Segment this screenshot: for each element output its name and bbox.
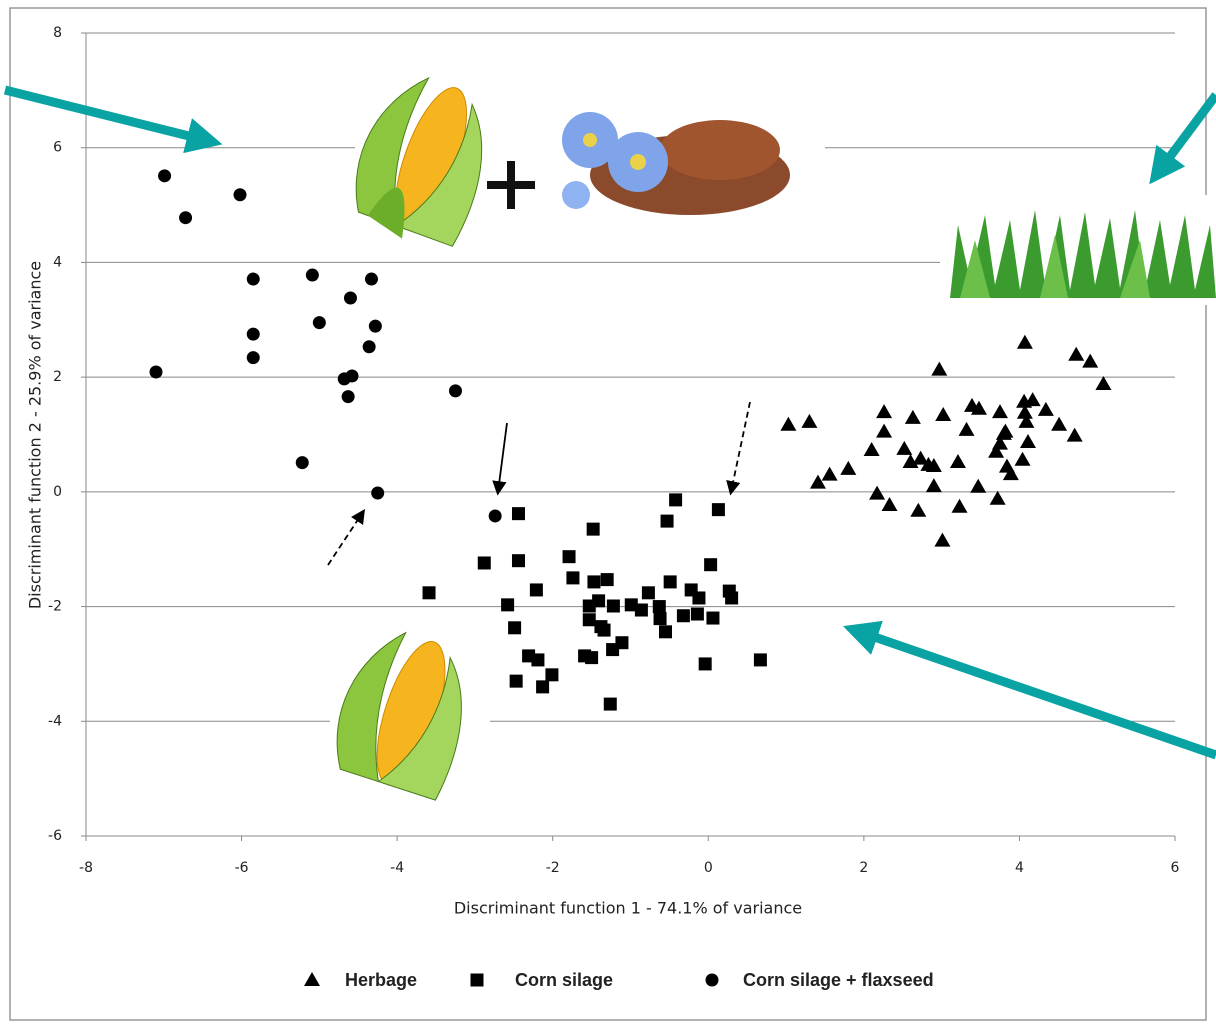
square-marker — [607, 599, 620, 612]
square-marker — [754, 653, 767, 666]
circle-marker — [158, 169, 171, 182]
y-axis-title: Discriminant function 2 - 25.9% of varia… — [26, 261, 45, 609]
page: Discriminant function 1 - 74.1% of varia… — [0, 0, 1216, 1024]
y-tick-label: 4 — [53, 254, 62, 270]
square-marker — [508, 621, 521, 634]
square-marker — [478, 556, 491, 569]
x-tick-label: 0 — [704, 860, 713, 876]
square-marker — [601, 573, 614, 586]
x-tick-label: -6 — [235, 860, 249, 876]
square-marker — [669, 493, 682, 506]
y-tick-label: 8 — [53, 25, 62, 41]
circle-marker — [150, 365, 163, 378]
circle-marker — [371, 487, 384, 500]
circle-marker — [342, 390, 355, 403]
square-marker — [530, 583, 543, 596]
x-axis-title: Discriminant function 1 - 74.1% of varia… — [454, 899, 802, 918]
chart: Discriminant function 1 - 74.1% of varia… — [0, 0, 1216, 1024]
square-marker — [635, 604, 648, 617]
x-tick-label: -8 — [79, 860, 93, 876]
square-marker — [615, 636, 628, 649]
circle-marker — [247, 351, 260, 364]
y-tick-label: -4 — [48, 713, 62, 729]
square-marker — [531, 653, 544, 666]
square-marker — [512, 554, 525, 567]
legend-label: Corn silage + flaxseed — [743, 970, 934, 990]
legend-label: Herbage — [345, 970, 417, 990]
circle-marker — [313, 316, 326, 329]
x-tick-label: 6 — [1171, 860, 1180, 876]
circle-marker — [449, 384, 462, 397]
square-marker — [642, 586, 655, 599]
circle-marker — [179, 211, 192, 224]
square-marker — [653, 600, 666, 613]
y-tick-label: 6 — [53, 140, 62, 156]
x-tick-label: -2 — [546, 860, 560, 876]
circle-marker — [296, 456, 309, 469]
circle-marker — [365, 273, 378, 286]
square-marker — [423, 586, 436, 599]
square-marker — [510, 675, 523, 688]
square-marker — [712, 503, 725, 516]
square-marker — [585, 651, 598, 664]
square-marker — [661, 515, 674, 528]
square-marker — [691, 608, 704, 621]
circle-marker — [234, 188, 247, 201]
square-marker — [598, 624, 611, 637]
circle-marker — [306, 269, 319, 282]
square-marker — [566, 571, 579, 584]
square-marker — [512, 507, 525, 520]
y-tick-label: -2 — [48, 599, 62, 615]
square-marker — [604, 698, 617, 711]
square-marker — [471, 974, 484, 987]
square-marker — [664, 575, 677, 588]
square-marker — [706, 612, 719, 625]
circle-marker — [247, 328, 260, 341]
x-tick-label: -4 — [390, 860, 404, 876]
square-marker — [563, 550, 576, 563]
circle-marker — [363, 340, 376, 353]
square-marker — [659, 625, 672, 638]
square-marker — [692, 591, 705, 604]
square-marker — [583, 613, 596, 626]
square-marker — [725, 591, 738, 604]
circle-marker — [346, 369, 359, 382]
circle-marker — [247, 273, 260, 286]
square-marker — [592, 594, 605, 607]
square-marker — [704, 558, 717, 571]
square-marker — [501, 598, 514, 611]
circle-marker — [344, 291, 357, 304]
square-marker — [587, 523, 600, 536]
y-tick-label: -6 — [48, 828, 62, 844]
circle-marker — [369, 320, 382, 333]
square-marker — [587, 575, 600, 588]
x-tick-label: 2 — [859, 860, 868, 876]
y-tick-label: 2 — [53, 369, 62, 385]
y-tick-label: 0 — [53, 484, 62, 500]
square-marker — [545, 668, 558, 681]
square-marker — [536, 680, 549, 693]
square-marker — [699, 657, 712, 670]
square-marker — [654, 612, 667, 625]
circle-marker — [489, 509, 502, 522]
legend-label: Corn silage — [515, 970, 613, 990]
x-tick-label: 4 — [1015, 860, 1024, 876]
circle-marker — [706, 974, 719, 987]
square-marker — [677, 609, 690, 622]
